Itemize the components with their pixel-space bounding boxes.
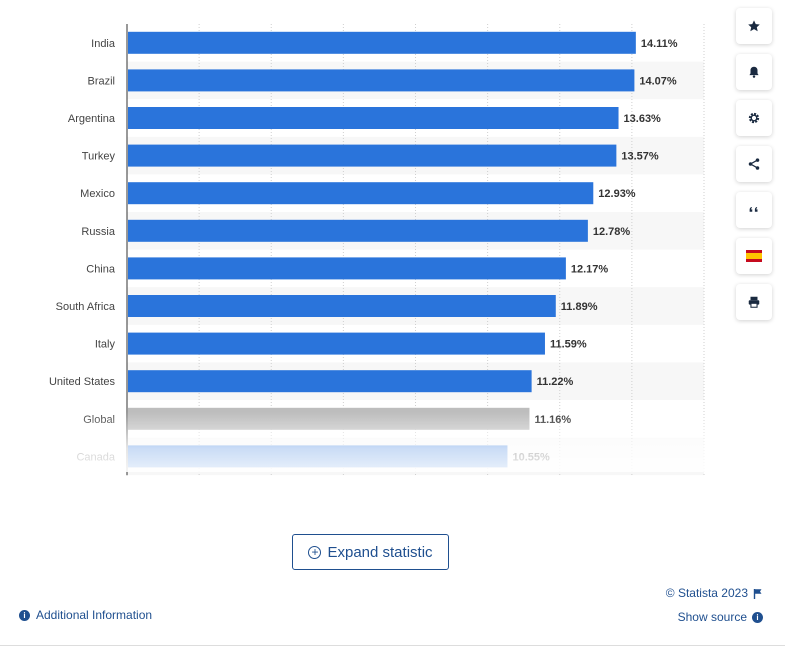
spain-flag-icon (746, 250, 762, 262)
bottom-divider (0, 645, 785, 646)
category-label: India (91, 38, 116, 50)
value-label: 14.11% (641, 38, 678, 50)
print-button[interactable] (736, 284, 772, 320)
star-icon (748, 20, 760, 32)
value-label: 10.55% (512, 451, 550, 463)
cite-button[interactable] (736, 192, 772, 228)
expand-statistic-label: Expand statistic (327, 543, 433, 561)
value-label: 13.63% (624, 113, 662, 125)
value-label: 11.59% (550, 339, 587, 351)
show-source-label: Show source (677, 610, 747, 624)
show-source-link[interactable]: Show source i (678, 610, 763, 624)
value-label: 13.57% (621, 151, 659, 163)
copyright: © Statista 2023 (666, 586, 763, 600)
bar-united-states[interactable] (128, 370, 532, 393)
category-label: Mexico (80, 188, 115, 200)
bar-global[interactable] (128, 407, 530, 430)
favorite-button[interactable] (736, 8, 772, 44)
bar-turkey[interactable] (128, 144, 617, 167)
settings-button[interactable] (736, 100, 772, 136)
language-button[interactable] (736, 238, 772, 274)
bar-india[interactable] (128, 31, 636, 54)
share-button[interactable] (736, 146, 772, 182)
bar-argentina[interactable] (128, 107, 619, 129)
category-label: Italy (95, 339, 116, 351)
bar-mexico[interactable] (128, 182, 594, 205)
info-icon: i (19, 609, 30, 621)
notification-button[interactable] (736, 54, 772, 90)
value-label: 11.22% (537, 376, 574, 388)
additional-information-link[interactable]: i Additional Information (19, 608, 152, 622)
category-label: Turkey (82, 151, 116, 163)
copyright-text: © Statista 2023 (665, 586, 748, 600)
bar-china[interactable] (128, 257, 566, 280)
flag-icon (753, 588, 762, 599)
bar-italy[interactable] (128, 332, 545, 355)
value-label: 12.78% (593, 226, 631, 238)
info-icon: i (752, 611, 763, 623)
bell-icon (749, 66, 759, 78)
value-label: 11.89% (561, 301, 598, 313)
value-label: 11.16% (534, 414, 571, 426)
share-icon (748, 158, 760, 170)
gear-icon (748, 112, 760, 124)
category-label: China (86, 263, 116, 275)
bar-brazil[interactable] (128, 69, 635, 92)
bar-south-africa[interactable] (128, 295, 556, 317)
category-label: Argentina (68, 113, 116, 125)
bar-russia[interactable] (128, 219, 588, 242)
plus-circle-icon: + (308, 545, 322, 559)
category-label: Global (83, 414, 115, 426)
value-label: 12.17% (571, 263, 609, 275)
category-label: South Africa (56, 301, 116, 313)
printer-icon (748, 296, 760, 308)
quote-icon (749, 206, 758, 212)
bar-canada[interactable] (128, 445, 508, 468)
category-label: Russia (81, 226, 116, 238)
category-label: Canada (76, 451, 115, 463)
value-label: 14.07% (639, 75, 677, 87)
category-label: United States (49, 376, 116, 388)
expand-statistic-button[interactable]: + Expand statistic (292, 534, 449, 570)
chart-canvas: India 14.11% Brazil 14.07% Argentina 13.63% Tu… (49, 24, 705, 476)
additional-information-label: Additional Information (36, 608, 153, 622)
value-label: 12.93% (598, 188, 636, 200)
category-label: Brazil (87, 75, 115, 87)
bar-chart: India 14.11% Brazil 14.07% Argentina 13.63% Tu… (0, 24, 720, 476)
